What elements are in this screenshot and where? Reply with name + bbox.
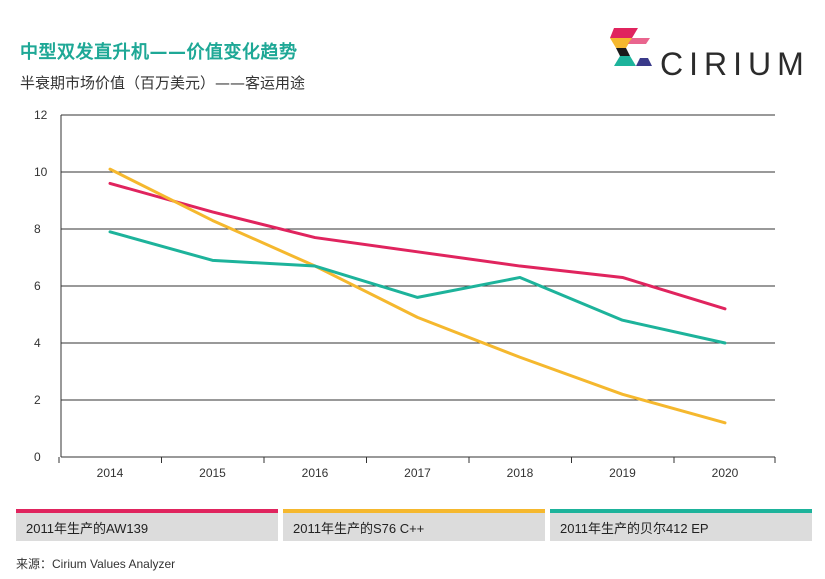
grid-layer [61,114,775,401]
chart-title: 中型双发直升机——价值变化趋势 [20,42,298,63]
x-tick-label: 2019 [609,466,636,480]
source-note: 来源：Cirium Values Analyzer [16,557,176,571]
series-line-2 [108,230,727,345]
legend-label-s76: 2011年生产的S76 C++ [293,521,425,536]
line-chart: 0 2 4 6 8 10 12 2014 2015 2016 2017 2018 2019 2020 [34,108,776,480]
brand-name: CIRIUM [660,46,810,82]
x-tick-label: 2015 [199,466,226,480]
y-tick-label: 12 [34,108,48,122]
legend-swatch-s76 [283,509,545,513]
x-tick-label: 2017 [404,466,431,480]
y-tick-label: 4 [34,336,41,350]
legend-swatch-bell412 [550,509,812,513]
x-tick-label: 2016 [302,466,329,480]
series-line-0 [108,181,727,311]
chart-subtitle: 半衰期市场价值（百万美元）——客运用途 [20,74,306,92]
legend-item-bell412: 2011年生产的贝尔412 EP [550,509,812,541]
cirium-logo-icon [610,28,652,66]
y-tick-label: 2 [34,393,41,407]
x-tick-label: 2014 [97,466,124,480]
legend-item-s76: 2011年生产的S76 C++ [283,509,545,541]
y-tick-label: 8 [34,222,41,236]
axis-layer: 0 2 4 6 8 10 12 2014 2015 2016 2017 2018 2019 2020 [34,108,776,480]
legend-label-bell412: 2011年生产的贝尔412 EP [560,521,709,536]
y-tick-label: 0 [34,450,41,464]
legend-swatch-aw139 [16,509,278,513]
x-tick-label: 2020 [712,466,739,480]
series-line-1 [108,167,727,425]
legend-item-aw139: 2011年生产的AW139 [16,509,278,541]
y-tick-label: 10 [34,165,48,179]
x-tick-label: 2018 [507,466,534,480]
series-layer [108,167,727,425]
legend-label-aw139: 2011年生产的AW139 [26,521,149,536]
y-tick-label: 6 [34,279,41,293]
